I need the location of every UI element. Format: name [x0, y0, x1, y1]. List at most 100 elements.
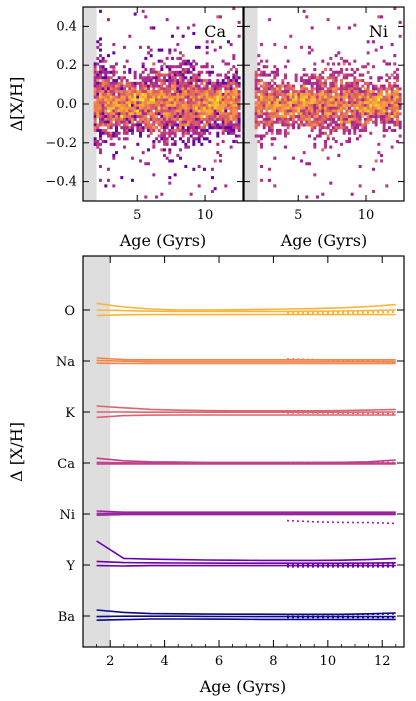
- density-cell: [195, 87, 198, 91]
- density-cell: [224, 123, 228, 127]
- density-cell: [104, 184, 108, 188]
- density-cell: [265, 120, 269, 124]
- density-cell: [200, 109, 204, 113]
- density-cell: [374, 109, 378, 113]
- density-cell: [227, 126, 230, 130]
- density-cell: [364, 92, 367, 96]
- density-cell: [321, 192, 325, 196]
- density-cell: [254, 84, 258, 88]
- panel-ni-density: [254, 7, 402, 199]
- density-cell: [385, 73, 389, 77]
- density-cell: [257, 62, 261, 66]
- density-cell: [165, 65, 169, 69]
- density-cell: [173, 92, 177, 96]
- density-cell: [254, 90, 258, 94]
- density-cell: [184, 142, 188, 146]
- density-cell: [123, 117, 126, 121]
- density-cell: [157, 73, 161, 77]
- density-cell: [390, 117, 394, 121]
- density-cell: [165, 156, 169, 160]
- density-cell: [321, 148, 325, 152]
- density-cell: [316, 76, 319, 80]
- density-cell: [197, 140, 201, 144]
- density-cell: [273, 109, 277, 113]
- density-cell: [232, 65, 236, 69]
- density-cell: [93, 65, 97, 69]
- density-cell: [123, 90, 126, 94]
- density-cell: [173, 128, 177, 133]
- density-cell: [109, 87, 113, 91]
- density-cell: [342, 101, 346, 105]
- density-cell: [313, 104, 317, 108]
- density-cell: [96, 140, 100, 144]
- density-cell: [173, 84, 177, 88]
- density-cell: [109, 90, 113, 94]
- density-cell: [99, 65, 102, 69]
- density-cell: [96, 84, 100, 88]
- density-cell: [353, 106, 357, 110]
- density-cell: [388, 76, 391, 80]
- density-cell: [326, 104, 330, 108]
- density-cell: [345, 140, 349, 144]
- density-cell: [144, 67, 148, 72]
- density-cell: [115, 115, 118, 119]
- density-cell: [276, 98, 279, 102]
- density-cell: [131, 106, 134, 110]
- density-cell: [155, 70, 158, 74]
- density-cell: [179, 112, 182, 116]
- density-cell: [208, 120, 212, 124]
- density-cell: [155, 73, 158, 77]
- density-cell: [136, 81, 140, 85]
- density-cell: [390, 115, 394, 119]
- density-cell: [398, 112, 402, 116]
- density-cell: [112, 98, 116, 102]
- density-cell: [396, 73, 399, 77]
- density-cell: [268, 18, 271, 22]
- density-cell: [232, 117, 236, 121]
- density-cell: [337, 73, 341, 77]
- density-cell: [109, 70, 113, 74]
- density-cell: [139, 120, 142, 124]
- density-cell: [364, 101, 367, 105]
- density-cell: [332, 117, 335, 121]
- density-cell: [181, 131, 185, 135]
- density-cell: [197, 70, 201, 74]
- density-cell: [334, 123, 338, 127]
- density-cell: [300, 123, 303, 127]
- density-cell: [115, 117, 118, 121]
- density-cell: [292, 115, 295, 119]
- density-cell: [270, 104, 274, 108]
- density-cell: [318, 87, 322, 91]
- density-cell: [192, 117, 196, 121]
- density-cell: [168, 79, 172, 83]
- density-cell: [123, 145, 126, 149]
- density-cell: [147, 106, 150, 110]
- density-cell: [203, 98, 206, 102]
- density-cell: [284, 95, 287, 99]
- density-cell: [160, 134, 164, 138]
- density-cell: [337, 95, 341, 99]
- density-cell: [165, 131, 169, 135]
- density-cell: [197, 106, 201, 110]
- density-cell: [348, 73, 351, 77]
- density-cell: [318, 117, 322, 121]
- density-cell: [224, 98, 228, 102]
- density-cell: [382, 123, 386, 127]
- density-cell: [262, 101, 266, 105]
- density-cell: [235, 95, 238, 99]
- density-cell: [187, 120, 190, 124]
- density-cell: [232, 106, 236, 110]
- density-cell: [211, 109, 214, 113]
- density-cell: [123, 45, 126, 49]
- density-cell: [237, 98, 241, 102]
- density-cell: [356, 90, 359, 94]
- density-cell: [219, 98, 222, 102]
- density-cell: [192, 95, 196, 99]
- density-cell: [313, 101, 317, 105]
- density-cell: [305, 101, 309, 105]
- density-cell: [208, 87, 212, 91]
- density-cell: [208, 109, 212, 113]
- density-cell: [265, 115, 269, 119]
- density-cell: [286, 104, 290, 108]
- x-tick-label: 10: [320, 654, 337, 669]
